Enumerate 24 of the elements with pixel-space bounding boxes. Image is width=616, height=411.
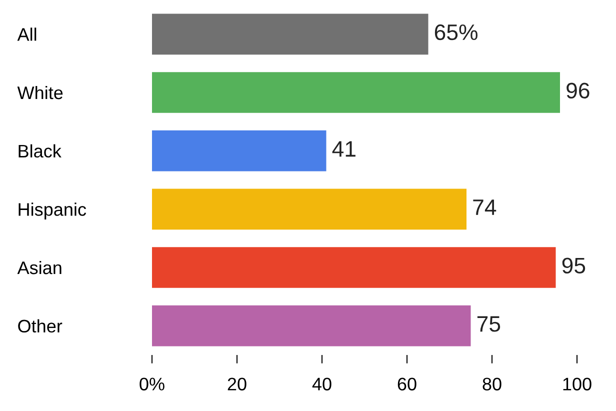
y-tick-label: Hispanic [18,202,86,220]
x-tick-label: 20 [228,378,246,390]
y-tick-label: All [17,28,36,41]
data-label: 75 [477,316,500,332]
x-tick-label: 40 [312,378,332,390]
bar [152,188,466,230]
data-label: 96 [566,82,590,98]
y-tick-label: Asian [17,260,62,274]
bar [152,305,471,346]
data-label: 95 [562,258,586,274]
data-label: 74 [473,200,496,215]
x-tick-label: 100 [563,378,592,390]
x-tick-label: 0% [140,378,164,390]
x-tick-label: 80 [482,378,502,390]
y-tick-label: Other [18,319,62,333]
bar [152,14,428,55]
data-label: 65% [434,24,478,40]
bar [152,247,556,288]
data-label: 41 [332,141,356,157]
y-tick-label: Black [18,144,62,158]
x-tick-label: 60 [398,378,416,390]
bar [152,72,560,113]
bar [152,130,326,172]
y-tick-label: White [17,86,63,100]
